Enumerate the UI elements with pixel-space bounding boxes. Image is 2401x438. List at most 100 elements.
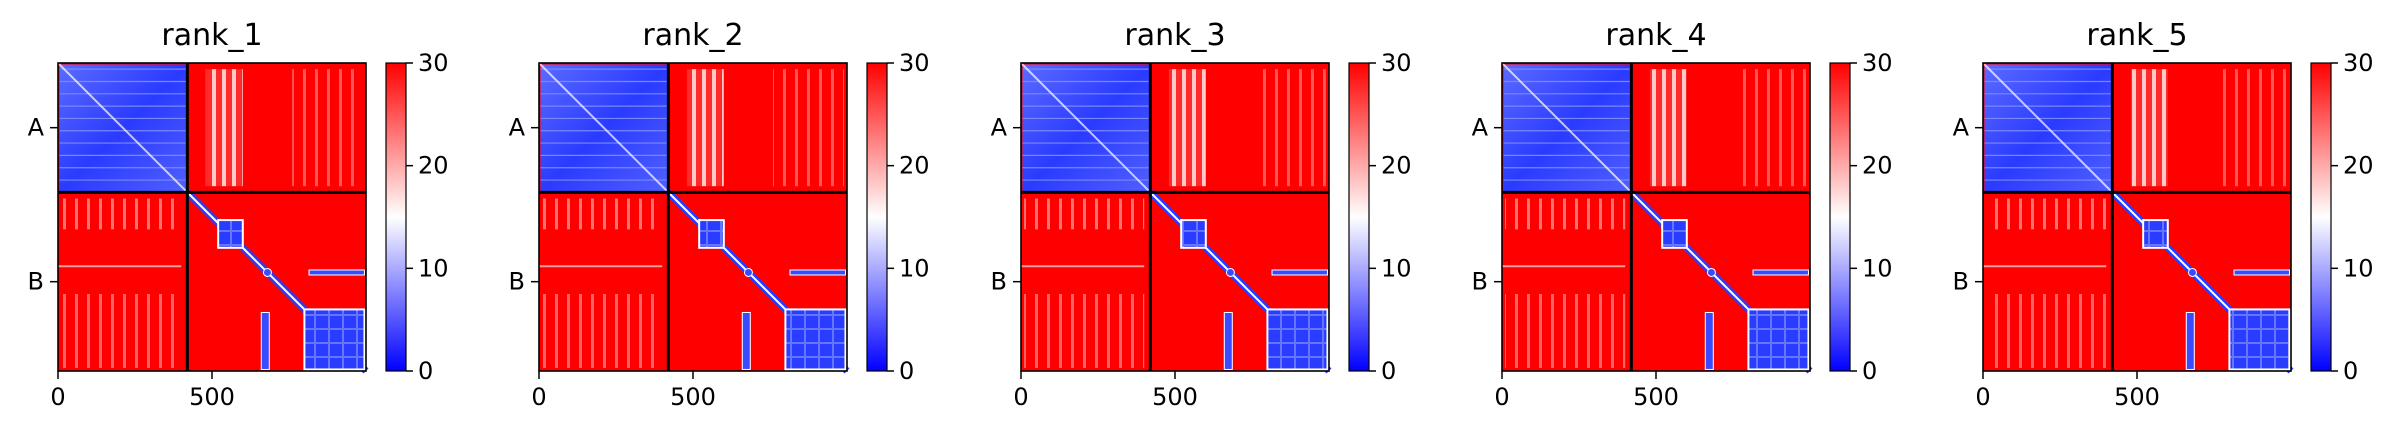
panel-title: rank_4 (1605, 18, 1706, 53)
colorbar-tick-label: 30 (418, 49, 449, 77)
colorbar-tick-label: 20 (418, 152, 449, 180)
b-b-dot (1706, 267, 1716, 277)
x-tick-label: 500 (670, 383, 716, 411)
colorbar-tick-label: 20 (899, 152, 930, 180)
colorbar (1829, 62, 1851, 372)
b-b-streak-horizontal (308, 269, 365, 276)
colorbar-tick-label: 10 (899, 254, 930, 282)
x-tick-label: 500 (2114, 383, 2160, 411)
b-b-streak-vertical (2185, 311, 2195, 370)
b-b-streak-horizontal (1271, 269, 1328, 276)
a-b-light-band (686, 69, 724, 187)
y-tick-label: B (1472, 268, 1488, 296)
heatmap-panel-5: rank_5 A B 0 500 0 10 20 30 (1953, 18, 2374, 411)
colorbar-tick-label: 0 (1381, 357, 1396, 385)
b-b-domain-small (698, 219, 725, 249)
colorbar-tick-label: 10 (418, 254, 449, 282)
b-b-domain-large (303, 308, 366, 371)
colorbar-tick-label: 30 (1381, 49, 1412, 77)
heatmap-panel-3: rank_3 A B 0 500 0 10 20 30 (991, 18, 1412, 411)
b-a-band-lower (1024, 294, 1145, 368)
colorbar (2310, 62, 2332, 372)
a-b-light-band (1168, 69, 1206, 187)
b-a-band-lower (61, 294, 182, 368)
x-tick-label: 0 (50, 383, 65, 411)
panel-title: rank_3 (1124, 18, 1225, 53)
colorbar-tick-label: 30 (1862, 49, 1893, 77)
diagonal-a (1020, 62, 1152, 194)
diagonal-a (1982, 62, 2114, 194)
panel-title: rank_2 (642, 18, 743, 53)
b-a-band-lower (1505, 294, 1626, 368)
panel-title: rank_5 (2086, 18, 2187, 53)
diagonal-a (1501, 62, 1633, 194)
b-a-band-upper (1986, 198, 2107, 230)
diagonal-a (57, 62, 189, 194)
colorbar-tick-label: 0 (899, 357, 914, 385)
b-a-band-upper (61, 198, 182, 230)
y-tick-label: B (28, 268, 44, 296)
colorbar-tick-label: 20 (1381, 152, 1412, 180)
a-b-faint-band (773, 69, 844, 187)
a-b-light-band (1649, 69, 1687, 187)
b-b-dot (2187, 267, 2197, 277)
colorbar (866, 62, 888, 372)
y-tick-label: A (1472, 114, 1489, 142)
y-tick-label: A (28, 114, 45, 142)
colorbar-tick-label: 30 (899, 49, 930, 77)
colorbar-tick-label: 30 (2343, 49, 2374, 77)
y-tick-label: A (991, 114, 1008, 142)
x-tick-label: 500 (189, 383, 235, 411)
panel-title: rank_1 (161, 18, 262, 53)
b-b-dot (262, 267, 272, 277)
b-b-domain-small (1661, 219, 1688, 249)
b-b-domain-large (2228, 308, 2291, 371)
y-tick-label: A (1953, 114, 1970, 142)
a-b-faint-band (1255, 69, 1326, 187)
b-b-domain-large (784, 308, 847, 371)
y-tick-label: B (509, 268, 525, 296)
b-a-band-upper (1505, 198, 1626, 230)
x-tick-label: 500 (1152, 383, 1198, 411)
b-b-domain-large (1266, 308, 1329, 371)
b-b-domain-small (1180, 219, 1207, 249)
b-b-streak-vertical (1223, 311, 1233, 370)
a-b-faint-band (1736, 69, 1807, 187)
colorbar-tick-label: 0 (418, 357, 433, 385)
heatmap-panel-2: rank_2 A B 0 500 0 10 20 30 (509, 18, 930, 411)
colorbar-tick-label: 10 (1381, 254, 1412, 282)
y-tick-label: B (1953, 268, 1969, 296)
b-a-band-upper (1024, 198, 1145, 230)
b-b-streak-vertical (1704, 311, 1714, 370)
x-tick-label: 500 (1633, 383, 1679, 411)
heatmap-panel-4: rank_4 A B 0 500 0 10 20 30 (1472, 18, 1893, 411)
b-b-domain-small (217, 219, 244, 249)
b-b-domain-small (2142, 219, 2169, 249)
b-b-streak-vertical (741, 311, 751, 370)
b-b-streak-horizontal (2233, 269, 2290, 276)
colorbar-tick-label: 0 (2343, 357, 2358, 385)
b-b-streak-vertical (260, 311, 270, 370)
colorbar (385, 62, 407, 372)
colorbar-tick-label: 20 (2343, 152, 2374, 180)
b-a-band-upper (542, 198, 663, 230)
colorbar-tick-label: 10 (2343, 254, 2374, 282)
b-a-band-lower (542, 294, 663, 368)
x-tick-label: 0 (1975, 383, 1990, 411)
diagonal-a (538, 62, 670, 194)
colorbar (1348, 62, 1370, 372)
b-b-streak-horizontal (789, 269, 846, 276)
b-b-dot (1225, 267, 1235, 277)
x-tick-label: 0 (1013, 383, 1028, 411)
a-b-faint-band (2217, 69, 2288, 187)
y-tick-label: B (991, 268, 1007, 296)
colorbar-tick-label: 0 (1862, 357, 1877, 385)
b-b-streak-horizontal (1752, 269, 1809, 276)
x-tick-label: 0 (531, 383, 546, 411)
b-b-dot (743, 267, 753, 277)
a-b-light-band (2130, 69, 2168, 187)
b-b-domain-large (1747, 308, 1810, 371)
colorbar-tick-label: 20 (1862, 152, 1893, 180)
x-tick-label: 0 (1494, 383, 1509, 411)
